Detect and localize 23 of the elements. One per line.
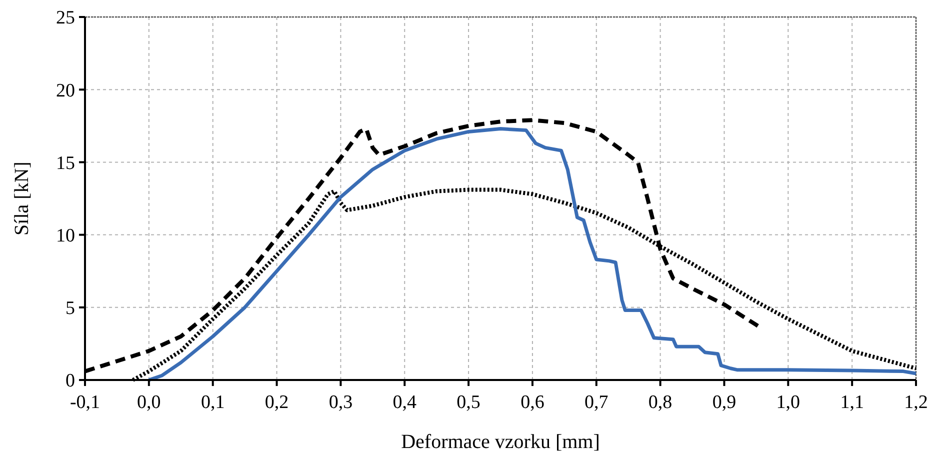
x-tick-label: 0,1 bbox=[200, 392, 225, 413]
x-tick-label: 1,0 bbox=[776, 392, 800, 413]
y-axis-title: Síla [kN] bbox=[11, 162, 33, 236]
x-tick-label: 0,8 bbox=[648, 392, 672, 413]
x-tick-label: 0,5 bbox=[456, 392, 480, 413]
y-tick-label: 0 bbox=[66, 370, 75, 392]
y-tick-label: 25 bbox=[56, 8, 75, 29]
x-axis-title: Deformace vzorku [mm] bbox=[401, 431, 600, 453]
x-tick-label: 0,3 bbox=[328, 392, 353, 413]
x-tick-label: 1,1 bbox=[840, 392, 864, 413]
x-tick-label: 1,2 bbox=[904, 392, 928, 413]
x-tick-label: 0,4 bbox=[392, 392, 417, 413]
y-tick-label: 5 bbox=[66, 298, 75, 320]
x-tick-label: 0,6 bbox=[520, 392, 544, 413]
x-tick-label: 0,2 bbox=[264, 392, 289, 413]
x-tick-label: 0,7 bbox=[584, 392, 608, 413]
y-tick-label: 15 bbox=[56, 152, 75, 174]
x-tick-label: 0,0 bbox=[137, 392, 161, 413]
x-tick-label: -0,1 bbox=[70, 392, 100, 413]
y-tick-label: 20 bbox=[56, 80, 75, 102]
x-tick-label: 0,9 bbox=[712, 392, 736, 413]
line-series bbox=[147, 127, 918, 382]
y-tick-label: 10 bbox=[56, 225, 75, 246]
